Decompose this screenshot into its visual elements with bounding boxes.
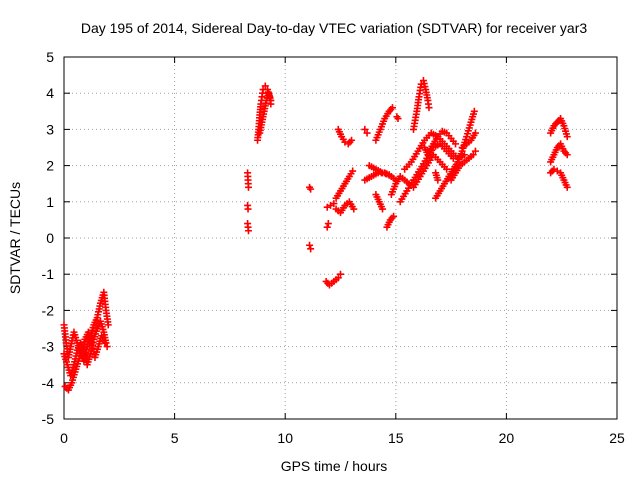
y-tick-label: -4 xyxy=(42,375,55,391)
data-point-marker xyxy=(394,115,402,123)
y-tick-label: 0 xyxy=(46,230,54,246)
data-point-marker xyxy=(382,170,390,178)
data-point-marker xyxy=(452,140,460,148)
data-point-marker xyxy=(379,169,387,177)
data-point-marker xyxy=(460,151,468,159)
data-point-marker xyxy=(379,205,387,213)
x-tick-label: 20 xyxy=(499,430,515,446)
data-point-marker xyxy=(337,270,344,278)
data-point-marker xyxy=(348,136,356,144)
y-axis-title: SDTVAR / TECUs xyxy=(7,182,23,294)
y-tick-label: -3 xyxy=(42,339,55,355)
data-point-marker xyxy=(390,212,398,220)
chart-title: Day 195 of 2014, Sidereal Day-to-day VTE… xyxy=(81,20,587,36)
data-point-marker xyxy=(563,183,571,191)
x-axis-title: GPS time / hours xyxy=(281,458,388,474)
x-tick-label: 0 xyxy=(60,430,68,446)
data-point-marker xyxy=(425,104,433,112)
x-tick-label: 15 xyxy=(388,430,404,446)
data-point-marker xyxy=(101,339,109,347)
data-point-marker xyxy=(385,171,393,179)
data-point-marker xyxy=(324,220,332,228)
data-point-marker xyxy=(244,183,252,191)
data-point-marker xyxy=(306,241,314,249)
y-tick-label: -1 xyxy=(42,266,55,282)
data-point-marker xyxy=(350,205,358,213)
y-tick-label: 2 xyxy=(46,158,54,174)
axis-ticks: 0 5 10 15 20 25 -5 -4 -3 -2 -1 0 1 2 3 4 5 xyxy=(42,49,625,446)
data-point-marker xyxy=(363,129,371,137)
data-point-marker xyxy=(307,185,315,193)
data-point-marker xyxy=(424,151,432,159)
data-point-marker xyxy=(334,274,342,282)
data-point-marker xyxy=(563,133,571,141)
y-tick-label: -2 xyxy=(42,302,55,318)
data-point-marker xyxy=(323,223,331,231)
y-tick-label: 3 xyxy=(46,121,54,137)
y-tick-label: 5 xyxy=(46,49,54,65)
data-point-marker xyxy=(330,200,338,208)
data-point-marker xyxy=(244,227,252,235)
data-point-marker xyxy=(244,205,252,213)
data-point-marker xyxy=(104,321,112,329)
data-point-marker xyxy=(471,129,479,137)
data-point-marker xyxy=(349,167,357,175)
data-point-marker xyxy=(443,165,451,173)
data-point-marker xyxy=(103,343,111,351)
data-point-marker xyxy=(388,104,396,112)
data-point-marker xyxy=(307,245,315,253)
y-tick-label: 1 xyxy=(46,194,54,210)
data-point-marker xyxy=(471,147,479,155)
data-points xyxy=(60,77,571,394)
data-point-marker xyxy=(470,107,478,115)
data-point-marker xyxy=(563,151,571,159)
data-point-marker xyxy=(434,176,442,184)
x-tick-label: 10 xyxy=(277,430,293,446)
data-point-marker xyxy=(469,151,477,159)
data-point-marker xyxy=(261,82,269,90)
x-tick-label: 5 xyxy=(171,430,179,446)
data-point-marker xyxy=(267,96,275,104)
y-tick-label: -5 xyxy=(42,411,55,427)
data-point-marker xyxy=(361,125,369,133)
y-tick-label: 4 xyxy=(46,85,54,101)
x-tick-label: 25 xyxy=(609,430,625,446)
